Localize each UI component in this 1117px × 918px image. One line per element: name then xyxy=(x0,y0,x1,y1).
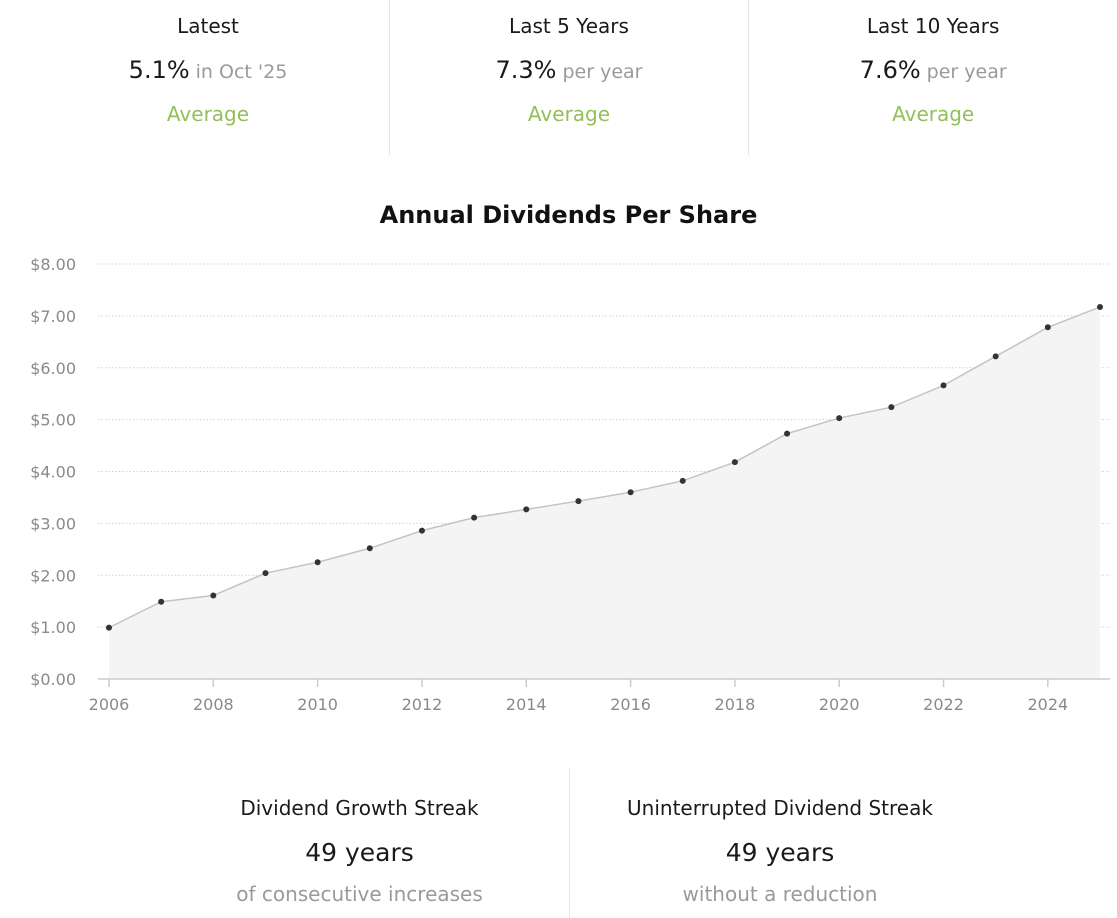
stat-value-suffix: per year xyxy=(562,61,643,83)
stat-last-10-years: Last 10 Years 7.6% per year Average xyxy=(748,0,1117,155)
x-tick-label: 2016 xyxy=(610,695,651,714)
uninterrupted-dividend-streak: Uninterrupted Dividend Streak 49 years w… xyxy=(569,768,990,918)
y-tick-label: $0.00 xyxy=(30,670,76,689)
data-point xyxy=(418,527,425,534)
y-tick-label: $6.00 xyxy=(30,359,76,378)
stat-value: 7.6% per year xyxy=(749,56,1117,84)
streak-label: Dividend Growth Streak xyxy=(240,796,479,820)
y-tick-label: $7.00 xyxy=(30,307,76,326)
x-tick-label: 2008 xyxy=(193,695,234,714)
stat-label: Latest xyxy=(177,14,239,38)
y-tick-label: $8.00 xyxy=(30,255,76,274)
data-point xyxy=(940,382,947,389)
area-fill xyxy=(109,307,1100,679)
x-tick-label: 2012 xyxy=(402,695,443,714)
y-tick-label: $5.00 xyxy=(30,411,76,430)
x-tick-label: 2014 xyxy=(506,695,547,714)
data-point xyxy=(731,459,738,466)
data-point xyxy=(106,624,112,631)
data-point xyxy=(158,598,165,605)
data-point xyxy=(575,498,582,505)
stat-last-5-years: Last 5 Years 7.3% per year Average xyxy=(388,0,749,155)
data-point xyxy=(1044,324,1051,331)
stat-rating: Average xyxy=(892,102,975,126)
data-point xyxy=(992,353,999,360)
streak-label: Uninterrupted Dividend Streak xyxy=(627,796,933,820)
dividends-chart: $0.00 $1.00 $2.00 $3.00 $4.00 $5.00 $6.00 $7.00… xyxy=(30,255,1110,714)
x-tick-label: 2018 xyxy=(715,695,756,714)
data-point xyxy=(1097,304,1103,311)
y-tick-label: $3.00 xyxy=(30,514,76,533)
data-point xyxy=(836,415,843,422)
stat-value-number: 7.3% xyxy=(495,56,557,84)
data-point xyxy=(679,477,686,484)
streak-value: 49 years xyxy=(725,838,835,867)
stat-value-suffix: per year xyxy=(926,61,1007,83)
x-tick-label: 2022 xyxy=(923,695,964,714)
chart-title: Annual Dividends Per Share xyxy=(379,201,758,229)
data-point xyxy=(314,559,321,566)
data-point xyxy=(366,545,373,552)
data-point xyxy=(210,592,217,599)
series-line xyxy=(108,306,1101,629)
stat-value: 5.1% in Oct '25 xyxy=(0,56,416,84)
streak-summary: Dividend Growth Streak 49 years of conse… xyxy=(0,768,1117,918)
data-point xyxy=(627,489,634,496)
dividend-growth-summary: Latest 5.1% in Oct '25 Average Last 5 Yea… xyxy=(0,0,1117,155)
stat-value-number: 5.1% xyxy=(128,56,190,84)
x-tick-label: 2010 xyxy=(297,695,338,714)
stat-rating: Average xyxy=(166,102,250,126)
streak-sub: of consecutive increases xyxy=(236,882,483,906)
data-point xyxy=(888,404,895,411)
dividend-growth-streak: Dividend Growth Streak 49 years of conse… xyxy=(150,768,569,918)
stat-value-suffix: in Oct '25 xyxy=(195,61,288,83)
data-point xyxy=(262,570,269,577)
stat-latest: Latest 5.1% in Oct '25 Average xyxy=(0,0,389,155)
stat-rating: Average xyxy=(527,102,611,126)
y-tick-label: $2.00 xyxy=(30,566,76,585)
stat-label: Last 5 Years xyxy=(509,14,629,38)
stat-label: Last 10 Years xyxy=(866,14,1000,38)
data-point xyxy=(523,506,530,513)
data-point xyxy=(784,430,791,437)
x-tick-label: 2020 xyxy=(819,695,860,714)
y-tick-label: $4.00 xyxy=(30,463,76,482)
stat-value: 7.3% per year xyxy=(390,56,749,84)
y-tick-label: $1.00 xyxy=(30,618,76,637)
stat-value-number: 7.6% xyxy=(859,56,921,84)
x-tick-label: 2024 xyxy=(1027,695,1068,714)
streak-value: 49 years xyxy=(305,838,414,867)
x-tick-label: 2006 xyxy=(89,695,130,714)
data-point xyxy=(471,514,478,521)
streak-sub: without a reduction xyxy=(682,882,878,906)
